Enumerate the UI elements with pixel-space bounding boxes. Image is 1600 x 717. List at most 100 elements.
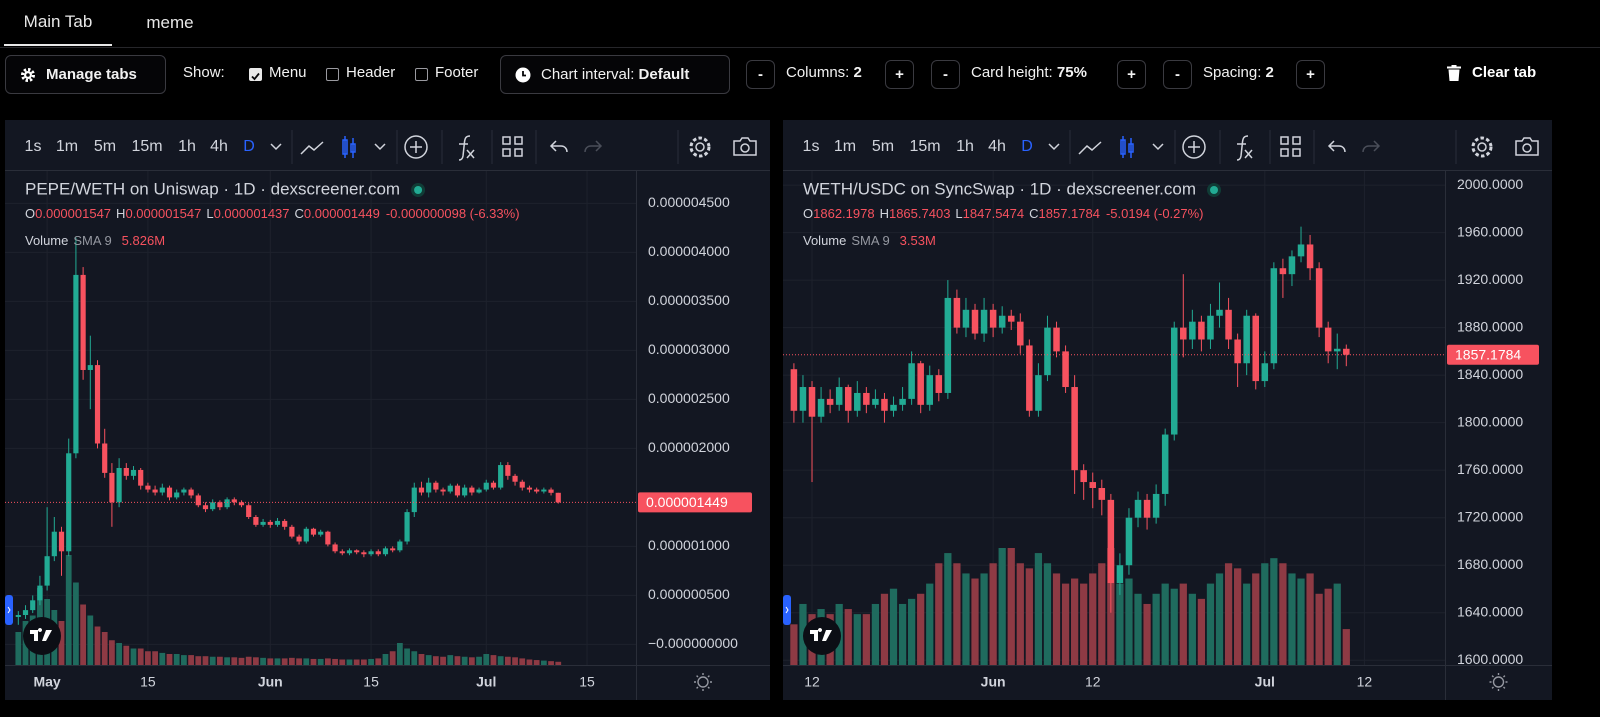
volume-bar (281, 658, 288, 665)
interval-button[interactable]: 15m (909, 138, 940, 155)
interval-button[interactable]: 5m (872, 138, 894, 155)
theme-icon[interactable] (697, 676, 709, 688)
volume-bar (116, 643, 122, 665)
layout-icon[interactable] (502, 136, 523, 157)
settings-icon[interactable] (689, 136, 711, 158)
function-icon[interactable] (1236, 135, 1253, 161)
theme-icon[interactable] (1492, 676, 1505, 688)
interval-button[interactable]: 4h (210, 138, 228, 155)
add-indicator-icon[interactable] (1182, 135, 1206, 159)
candle-body (332, 544, 338, 552)
volume-bar (440, 656, 446, 665)
volume-bar (375, 658, 382, 665)
trash-icon (1447, 64, 1461, 81)
checkbox[interactable] (249, 68, 262, 81)
theme-icon-rays (1489, 673, 1508, 691)
candle-body (1098, 487, 1106, 500)
interval-button[interactable]: 1s (25, 138, 42, 155)
candle-body (1324, 327, 1332, 352)
minus-button[interactable]: - (1163, 60, 1192, 89)
candle-body (980, 309, 988, 334)
candle-body (152, 489, 158, 493)
interval-button[interactable]: 1m (56, 138, 78, 155)
volume-bar (889, 588, 898, 665)
volume-bar (935, 563, 943, 665)
volume-bar (238, 657, 245, 665)
redo-icon[interactable] (1362, 140, 1381, 153)
plus-button[interactable]: + (1117, 60, 1146, 89)
candle-body (390, 548, 396, 551)
clear-tab-button[interactable]: Clear tab (1447, 64, 1536, 81)
candle-body (935, 375, 943, 393)
interval-button[interactable]: 5m (94, 138, 116, 155)
function-icon[interactable] (458, 135, 475, 161)
candle-body (908, 363, 915, 399)
ohlc-label: C (295, 206, 304, 221)
tv-logo-mark (30, 628, 52, 641)
candle-icon[interactable] (342, 136, 356, 158)
candle-body (202, 505, 209, 510)
volume-bar (844, 609, 852, 665)
volume-bar (411, 651, 418, 665)
plus-button[interactable]: + (1296, 60, 1325, 89)
undo-icon[interactable] (549, 140, 568, 153)
volume-bar (1125, 578, 1133, 665)
volume-bar (1206, 583, 1215, 665)
sma-label: SMA 9 (851, 233, 889, 248)
volume-bar (404, 648, 410, 665)
redo-icon[interactable] (584, 140, 603, 153)
interval-button[interactable]: 1m (834, 138, 856, 155)
screenshot-icon[interactable] (733, 137, 757, 156)
interval-button[interactable]: D (243, 138, 255, 155)
candle-body (368, 551, 374, 555)
candle-body (483, 482, 489, 490)
candle-body (1261, 363, 1269, 382)
volume-bar (1143, 603, 1151, 665)
screenshot-icon[interactable] (1515, 137, 1539, 156)
interval-button[interactable]: 1h (956, 138, 974, 155)
button-value: Default (638, 66, 690, 83)
candle-body (37, 585, 43, 601)
candle-icon[interactable] (1120, 136, 1134, 158)
side-panel-toggle[interactable] (5, 595, 13, 625)
candle-body (339, 551, 345, 554)
interval-button[interactable]: 4h (988, 138, 1006, 155)
manage-tabs-button[interactable]: Manage tabs (5, 55, 166, 94)
y-tick-label: −0.000000000 (648, 635, 738, 651)
candle-body (426, 482, 432, 493)
candle-body (1062, 351, 1069, 388)
side-panel-toggle[interactable] (783, 595, 791, 625)
candle-body (274, 520, 281, 525)
interval-button[interactable]: 1h (178, 138, 196, 155)
minus-button[interactable]: - (746, 60, 775, 89)
interval-button[interactable]: 1s (803, 138, 820, 155)
ohlc-value: 0.000001437 (214, 206, 290, 221)
volume-bar (1215, 573, 1224, 665)
volume-bar (454, 656, 461, 665)
ohlc-label: H (116, 206, 125, 221)
candle-body (159, 487, 165, 493)
candle-body (454, 485, 461, 496)
interval-button[interactable]: 15m (131, 138, 162, 155)
interval-button[interactable]: D (1021, 138, 1033, 155)
layout-icon[interactable] (1280, 136, 1301, 157)
volume-bar (1252, 573, 1260, 665)
add-indicator-icon[interactable] (404, 135, 428, 159)
screenshot-lens (1522, 143, 1532, 153)
checkbox[interactable] (326, 68, 339, 81)
button-label: Manage tabs (46, 66, 137, 83)
tab[interactable]: Main Tab (4, 0, 112, 46)
settings-icon[interactable] (1471, 136, 1493, 158)
checkbox[interactable] (415, 68, 428, 81)
chart-interval-button[interactable]: Chart interval: Default (500, 55, 730, 94)
volume-bar (1315, 593, 1323, 665)
tab[interactable]: meme (146, 13, 194, 32)
candle-body (102, 443, 108, 473)
candle-body (476, 489, 482, 493)
plus-button[interactable]: + (885, 60, 914, 89)
minus-button[interactable]: - (931, 60, 960, 89)
candle-body (1071, 387, 1078, 471)
undo-icon[interactable] (1327, 140, 1346, 153)
volume-bar (1043, 563, 1052, 665)
ohlc-label: O (25, 206, 35, 221)
